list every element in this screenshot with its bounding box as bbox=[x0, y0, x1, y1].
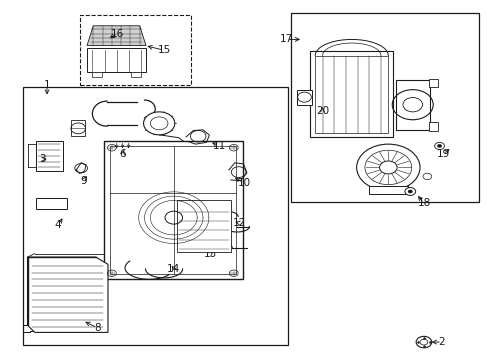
Bar bbox=[368, 186, 407, 194]
Bar bbox=[310, 51, 392, 137]
Bar bbox=[104, 140, 243, 279]
Text: 8: 8 bbox=[94, 323, 101, 333]
Bar bbox=[110, 145, 236, 274]
Text: 13: 13 bbox=[203, 248, 217, 258]
Bar bbox=[71, 120, 85, 136]
Text: 3: 3 bbox=[39, 154, 45, 164]
Bar bbox=[80, 15, 190, 85]
Circle shape bbox=[434, 142, 444, 149]
Bar bbox=[297, 90, 311, 105]
Circle shape bbox=[407, 190, 412, 193]
Bar bbox=[290, 13, 478, 202]
Bar bbox=[428, 122, 437, 131]
Bar bbox=[177, 200, 230, 252]
Text: 9: 9 bbox=[80, 176, 87, 186]
Bar bbox=[22, 87, 288, 345]
Text: 20: 20 bbox=[315, 106, 328, 116]
Text: 18: 18 bbox=[416, 198, 430, 208]
Text: 7: 7 bbox=[148, 122, 155, 132]
Text: 17: 17 bbox=[280, 35, 293, 44]
Circle shape bbox=[404, 188, 415, 195]
Text: 5: 5 bbox=[74, 122, 81, 132]
Circle shape bbox=[436, 144, 441, 148]
Text: 19: 19 bbox=[436, 149, 449, 159]
Bar bbox=[428, 79, 437, 87]
Circle shape bbox=[422, 173, 431, 180]
Circle shape bbox=[415, 336, 431, 348]
Text: 4: 4 bbox=[55, 220, 61, 230]
Text: 15: 15 bbox=[157, 45, 170, 55]
Bar bbox=[36, 140, 62, 171]
Circle shape bbox=[143, 112, 174, 135]
Text: 16: 16 bbox=[111, 29, 124, 39]
Text: 2: 2 bbox=[438, 337, 445, 347]
Text: 1: 1 bbox=[43, 80, 50, 90]
Text: 12: 12 bbox=[232, 218, 246, 228]
Text: 14: 14 bbox=[167, 264, 180, 274]
Polygon shape bbox=[87, 26, 146, 45]
Bar bbox=[36, 198, 67, 210]
Text: 6: 6 bbox=[119, 149, 125, 159]
Bar bbox=[315, 55, 387, 133]
Bar bbox=[87, 48, 146, 72]
Bar bbox=[131, 72, 141, 77]
Circle shape bbox=[356, 144, 419, 191]
Text: 10: 10 bbox=[238, 178, 250, 188]
Bar bbox=[395, 80, 429, 130]
Bar bbox=[92, 72, 102, 77]
Polygon shape bbox=[27, 257, 108, 332]
Text: 11: 11 bbox=[212, 141, 225, 151]
